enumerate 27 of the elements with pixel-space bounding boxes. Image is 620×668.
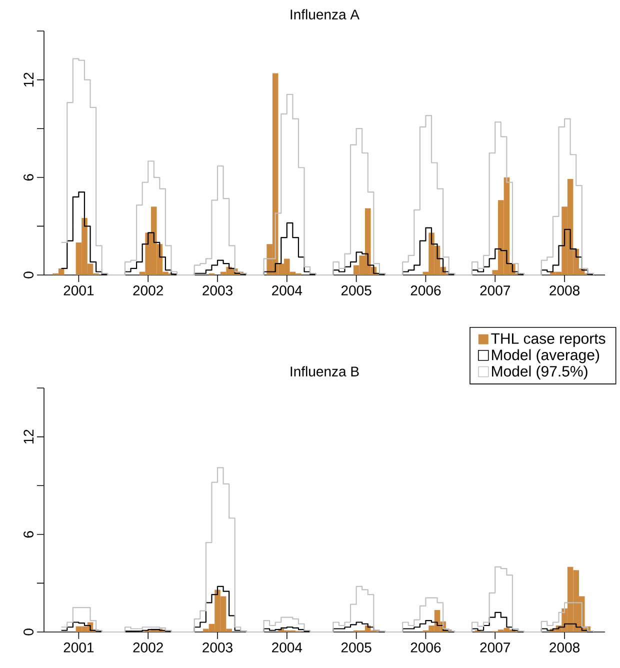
x-tick-label: 2001 bbox=[64, 286, 94, 296]
x-tick-label: 2005 bbox=[341, 642, 372, 652]
x-tick-label: 2006 bbox=[410, 286, 441, 296]
chart-title: Influenza B bbox=[290, 366, 359, 376]
y-tick-label: 12 bbox=[24, 72, 34, 87]
x-tick-label: 2002 bbox=[133, 286, 163, 296]
y-tick-label: 12 bbox=[24, 430, 34, 444]
legend-label: Model (average) bbox=[492, 349, 600, 364]
y-tick-label: 6 bbox=[24, 174, 34, 181]
y-tick-label: 0 bbox=[24, 628, 34, 636]
x-tick-label: 2003 bbox=[202, 642, 232, 652]
x-tick-label: 2005 bbox=[341, 286, 372, 296]
x-tick-label: 2002 bbox=[133, 642, 163, 652]
x-tick-label: 2008 bbox=[550, 642, 580, 652]
legend-label: THL case reports bbox=[491, 333, 606, 347]
y-tick-label: 0 bbox=[24, 272, 34, 278]
x-tick-label: 2001 bbox=[64, 642, 94, 652]
x-tick-label: 2007 bbox=[480, 642, 510, 652]
chart-title: Influenza A bbox=[290, 9, 360, 20]
legend-label: Model (97.5%) bbox=[492, 366, 588, 380]
y-tick-label: 6 bbox=[24, 531, 34, 538]
x-tick-label: 2004 bbox=[272, 642, 302, 652]
x-tick-label: 2007 bbox=[480, 286, 510, 296]
x-tick-label: 2006 bbox=[410, 642, 441, 652]
x-tick-label: 2004 bbox=[272, 286, 302, 296]
x-tick-label: 2008 bbox=[550, 286, 580, 296]
x-tick-label: 2003 bbox=[202, 286, 232, 296]
